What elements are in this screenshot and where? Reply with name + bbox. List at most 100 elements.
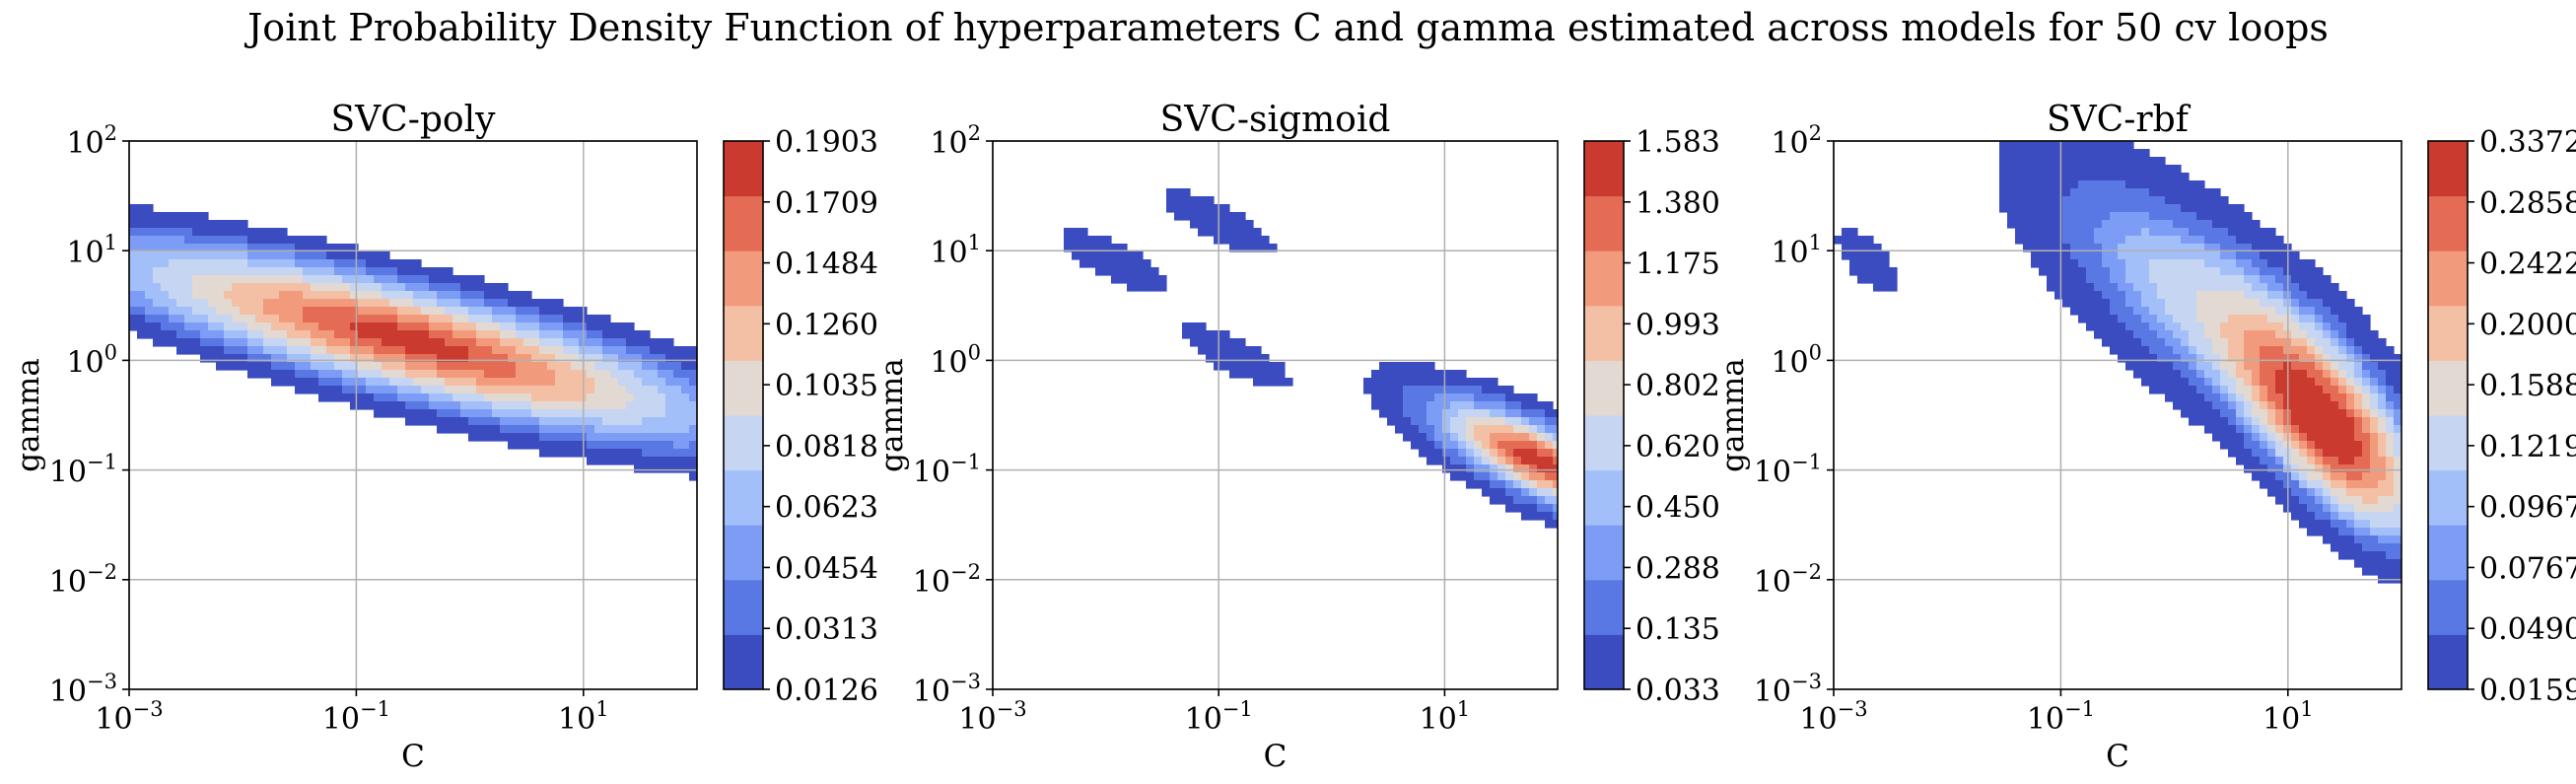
contour-cell bbox=[2299, 409, 2308, 418]
contour-cell bbox=[2386, 346, 2395, 355]
contour-cell bbox=[2031, 212, 2040, 221]
contour-cell bbox=[153, 228, 162, 237]
contour-cell bbox=[397, 370, 406, 379]
contour-cell bbox=[2133, 322, 2142, 331]
contour-cell bbox=[468, 425, 477, 434]
contour-cell bbox=[247, 251, 256, 260]
contour-cell bbox=[2047, 204, 2055, 213]
contour-cell bbox=[287, 275, 296, 284]
contour-cell bbox=[1127, 251, 1136, 260]
contour-cell bbox=[2102, 180, 2111, 189]
contour-cell bbox=[413, 291, 422, 300]
contour-cell bbox=[2165, 251, 2174, 260]
contour-cell bbox=[618, 417, 627, 426]
contour-cell bbox=[681, 378, 690, 387]
contour-cell bbox=[303, 362, 312, 371]
contour-cell bbox=[1474, 393, 1483, 402]
colorbar-band bbox=[724, 360, 763, 416]
contour-cell bbox=[2054, 141, 2063, 150]
contour-cell bbox=[2244, 441, 2253, 450]
contour-cell bbox=[523, 362, 532, 371]
contour-cell bbox=[2236, 251, 2245, 260]
contour-cell bbox=[2220, 267, 2229, 276]
contour-cell bbox=[2346, 512, 2355, 521]
contour-cell bbox=[255, 244, 264, 252]
contour-cell bbox=[334, 346, 343, 355]
contour-cell bbox=[2323, 299, 2332, 308]
contour-cell bbox=[240, 283, 248, 292]
contour-cell bbox=[2196, 370, 2205, 379]
contour-cell bbox=[460, 401, 469, 410]
contour-cell bbox=[2267, 488, 2276, 497]
contour-cell bbox=[1214, 362, 1222, 371]
contour-cell bbox=[1072, 244, 1080, 252]
contour-cell bbox=[2378, 457, 2387, 465]
contour-cell bbox=[1111, 251, 1120, 260]
contour-cell bbox=[1474, 401, 1483, 410]
contour-cell bbox=[445, 386, 453, 394]
contour-cell bbox=[634, 449, 643, 458]
contour-cell bbox=[287, 283, 296, 292]
contour-cell bbox=[145, 267, 154, 276]
contour-cell bbox=[1849, 259, 1858, 268]
contour-cell bbox=[500, 433, 509, 442]
contour-cell bbox=[2331, 370, 2339, 379]
contour-cell bbox=[2047, 275, 2055, 284]
contour-cell bbox=[563, 401, 572, 410]
contour-cell bbox=[2307, 393, 2316, 402]
contour-cell bbox=[571, 409, 580, 418]
contour-cell bbox=[602, 386, 611, 394]
contour-cell bbox=[626, 378, 635, 387]
contour-cell bbox=[2220, 433, 2229, 442]
contour-cell bbox=[311, 338, 319, 347]
contour-cell bbox=[2118, 275, 2126, 284]
contour-cell bbox=[2394, 472, 2402, 481]
contour-cell bbox=[303, 322, 312, 331]
contour-cell bbox=[642, 464, 651, 473]
contour-cell bbox=[216, 354, 225, 363]
contour-cell bbox=[1419, 425, 1427, 434]
contour-cell bbox=[2244, 464, 2253, 473]
contour-cell bbox=[2275, 283, 2284, 292]
contour-cell bbox=[2362, 330, 2371, 339]
contour-cell bbox=[587, 370, 595, 379]
contour-cell bbox=[500, 362, 509, 371]
contour-cell bbox=[2078, 299, 2087, 308]
contour-cell bbox=[2378, 559, 2387, 568]
contour-cell bbox=[2062, 267, 2071, 276]
colorbar-tick-label: 0.033 bbox=[1636, 674, 1720, 708]
contour-cell bbox=[2212, 212, 2221, 221]
contour-cell bbox=[2299, 370, 2308, 379]
contour-cell bbox=[295, 267, 304, 276]
contour-cell bbox=[2338, 338, 2347, 347]
contour-cell bbox=[555, 338, 564, 347]
contour-cell bbox=[311, 291, 319, 300]
contour-cell bbox=[2354, 338, 2363, 347]
contour-cell bbox=[658, 401, 666, 410]
contour-cell bbox=[192, 259, 201, 268]
contour-cell bbox=[2078, 149, 2087, 158]
contour-cell bbox=[1214, 330, 1222, 339]
contour-cell bbox=[2054, 204, 2063, 213]
contour-cell bbox=[665, 417, 674, 426]
contour-cell bbox=[2267, 386, 2276, 394]
contour-cell bbox=[1553, 457, 1558, 465]
contour-cell bbox=[318, 370, 327, 379]
contour-cell bbox=[665, 464, 674, 473]
contour-cell bbox=[413, 417, 422, 426]
contour-cell bbox=[232, 307, 241, 316]
contour-cell bbox=[2244, 291, 2253, 300]
contour-cell bbox=[2236, 354, 2245, 363]
contour-cell bbox=[2181, 307, 2190, 316]
contour-cell bbox=[240, 330, 248, 339]
contour-cell bbox=[2299, 480, 2308, 489]
contour-cell bbox=[1127, 283, 1136, 292]
x-tick-label: 101 bbox=[558, 697, 609, 737]
contour-cell bbox=[2370, 504, 2379, 513]
contour-cell bbox=[382, 291, 390, 300]
contour-cell bbox=[476, 378, 485, 387]
contour-cell bbox=[2260, 236, 2268, 245]
contour-cell bbox=[2165, 393, 2174, 402]
contour-cell bbox=[342, 338, 351, 347]
contour-cell bbox=[2378, 464, 2387, 473]
